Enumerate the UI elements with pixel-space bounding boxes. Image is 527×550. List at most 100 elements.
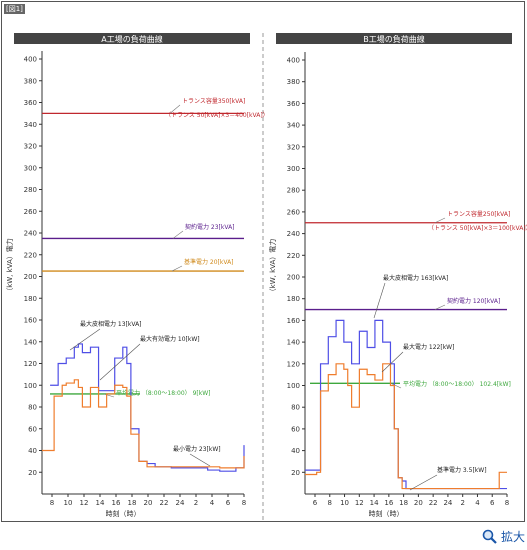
y-tick-label: 160 bbox=[24, 317, 37, 325]
y-tick-label: 60 bbox=[28, 425, 37, 433]
y-tick-label: 120 bbox=[24, 360, 37, 368]
x-tick-label: 16 bbox=[112, 499, 121, 507]
y-tick-label: 360 bbox=[287, 100, 300, 108]
leader-line bbox=[169, 104, 181, 114]
y-tick-label: 80 bbox=[28, 404, 37, 412]
y-tick-label: 200 bbox=[287, 274, 300, 282]
reference-line-label: 平均電力 （8:00～18:00） 102.4[kW] bbox=[403, 380, 511, 388]
y-tick-label: 360 bbox=[24, 99, 37, 107]
annotation-label: 最大皮相電力 163[kVA] bbox=[383, 274, 448, 282]
x-tick-label: 4 bbox=[475, 499, 480, 507]
reference-line-label: 契約電力 23[kVA] bbox=[185, 223, 235, 231]
chart-title-bar bbox=[14, 33, 250, 44]
x-tick-label: 4 bbox=[210, 499, 215, 507]
x-tick-label: 16 bbox=[384, 499, 393, 507]
annotation-leader bbox=[69, 328, 101, 351]
annotation-leader bbox=[373, 282, 386, 319]
x-tick-label: 24 bbox=[443, 499, 452, 507]
x-tick-label: 20 bbox=[144, 499, 153, 507]
annotation-leader bbox=[409, 474, 438, 491]
y-tick-label: 140 bbox=[24, 338, 37, 346]
reference-line-label: 基準電力 20[kVA] bbox=[184, 258, 234, 266]
series-line-orange bbox=[42, 379, 245, 469]
x-axis-label: 時刻（時） bbox=[369, 509, 404, 518]
x-tick-label: 12 bbox=[355, 499, 364, 507]
y-tick-label: 260 bbox=[24, 208, 37, 216]
x-tick-label: 18 bbox=[399, 499, 408, 507]
annotation-label: 最小電力 23[kW] bbox=[173, 445, 221, 453]
x-tick-label: 8 bbox=[505, 499, 509, 507]
y-tick-label: 380 bbox=[287, 78, 300, 86]
y-tick-label: 400 bbox=[287, 57, 300, 65]
y-tick-label: 300 bbox=[24, 164, 37, 172]
x-tick-label: 14 bbox=[96, 499, 105, 507]
annotation-leader bbox=[99, 343, 141, 381]
annotation-label: 最大皮相電力 13[kVA] bbox=[80, 320, 142, 328]
figure-frame bbox=[1, 1, 525, 522]
y-tick-label: 220 bbox=[24, 251, 37, 259]
reference-line-label: 平均電力 （8:00～18:00） 9[kW] bbox=[116, 389, 211, 397]
annotation-leader bbox=[189, 453, 211, 467]
y-tick-label: 340 bbox=[24, 121, 37, 129]
x-tick-label: 2 bbox=[194, 499, 198, 507]
x-tick-label: 22 bbox=[160, 499, 169, 507]
x-axis-label: 時刻（時） bbox=[106, 509, 141, 518]
x-tick-label: 6 bbox=[226, 499, 231, 507]
x-tick-label: 8 bbox=[50, 499, 54, 507]
y-axis-label: （kW, kVA）電力 bbox=[268, 239, 277, 296]
x-tick-label: 8 bbox=[328, 499, 332, 507]
chart-title: B工場の負荷曲線 bbox=[363, 34, 425, 44]
x-tick-label: 12 bbox=[80, 499, 89, 507]
y-tick-label: 40 bbox=[28, 447, 37, 455]
y-tick-label: 180 bbox=[287, 295, 300, 303]
zoom-button[interactable]: 拡大 bbox=[482, 528, 525, 545]
annotation-label: 最大電力 122[kW] bbox=[403, 343, 454, 351]
x-tick-label: 6 bbox=[490, 499, 495, 507]
leader-line bbox=[103, 393, 115, 398]
y-tick-label: 240 bbox=[24, 230, 37, 238]
reference-line-sublabel: （トランス 50[kVA]×3＝400[kVA]） bbox=[165, 112, 269, 119]
y-tick-label: 140 bbox=[287, 339, 300, 347]
zoom-label: 拡大 bbox=[501, 530, 526, 544]
leader-line bbox=[434, 304, 446, 310]
annotation-label: 基準電力 3.5[kW] bbox=[437, 466, 487, 474]
x-tick-label: 14 bbox=[370, 499, 379, 507]
chart-title-bar bbox=[276, 33, 512, 44]
chart-title: A工場の負荷曲線 bbox=[101, 34, 162, 44]
leader-line bbox=[390, 383, 402, 389]
x-tick-label: 24 bbox=[176, 499, 185, 507]
series-line-blue bbox=[50, 343, 245, 472]
series-line-orange bbox=[305, 363, 507, 490]
y-tick-label: 40 bbox=[291, 447, 300, 455]
y-tick-label: 400 bbox=[24, 56, 37, 64]
y-tick-label: 320 bbox=[287, 143, 300, 151]
x-tick-label: 22 bbox=[429, 499, 438, 507]
y-tick-label: 180 bbox=[24, 295, 37, 303]
y-tick-label: 280 bbox=[24, 186, 37, 194]
y-axis-label: （kW, kVA）電力 bbox=[5, 238, 14, 295]
magnifier-icon bbox=[482, 529, 497, 544]
y-tick-label: 260 bbox=[287, 208, 300, 216]
y-tick-label: 200 bbox=[24, 273, 37, 281]
y-tick-label: 20 bbox=[28, 469, 37, 477]
y-tick-label: 20 bbox=[291, 469, 300, 477]
y-tick-label: 80 bbox=[291, 404, 300, 412]
x-tick-label: 18 bbox=[128, 499, 137, 507]
x-tick-label: 6 bbox=[313, 499, 318, 507]
x-tick-label: 20 bbox=[414, 499, 423, 507]
reference-line-label: 契約電力 120[kVA] bbox=[447, 297, 500, 305]
y-tick-label: 100 bbox=[24, 382, 37, 390]
y-tick-label: 100 bbox=[287, 382, 300, 390]
y-tick-label: 120 bbox=[287, 360, 300, 368]
y-tick-label: 340 bbox=[287, 122, 300, 130]
x-tick-label: 2 bbox=[460, 499, 464, 507]
y-tick-label: 60 bbox=[291, 425, 300, 433]
y-tick-label: 160 bbox=[287, 317, 300, 325]
figure-label: [図1] bbox=[4, 4, 25, 14]
reference-line-label: トランス容量250[kVA] bbox=[447, 210, 510, 218]
reference-line-sublabel: （トランス 50[kVA]×3＝100[kVA]） bbox=[428, 225, 527, 232]
y-tick-label: 240 bbox=[287, 230, 300, 238]
x-tick-label: 8 bbox=[242, 499, 246, 507]
leader-line bbox=[434, 217, 446, 224]
